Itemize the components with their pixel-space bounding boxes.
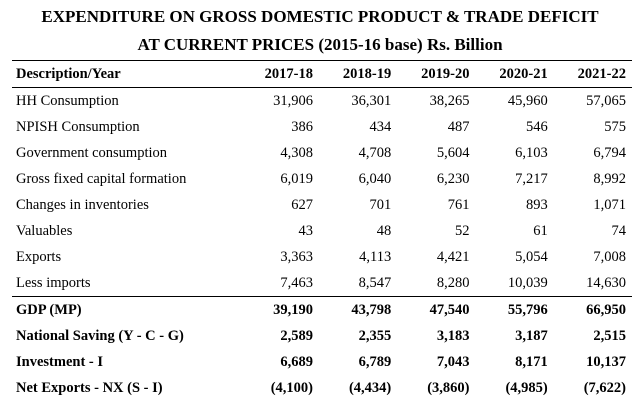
row-value: 1,071 (593, 196, 626, 213)
summary-row: Investment - I 6,689 6,789 7,043 8,171 10,137 (12, 349, 632, 375)
row-value: 546 (525, 118, 548, 135)
row-label: Valuables (16, 222, 73, 239)
table-row: Changes in inventories 627 701 761 893 1,071 (12, 192, 632, 218)
summary-row: National Saving (Y - C - G) 2,589 2,355 3,1… (12, 323, 632, 349)
table-row: NPISH Consumption 386 434 487 546 575 (12, 114, 632, 140)
row-label: Investment - I (16, 353, 103, 370)
row-value: 7,043 (436, 353, 470, 370)
table-row: Valuables 43 48 52 61 74 (12, 218, 632, 244)
row-value: 434 (369, 118, 392, 135)
header-year: 2018-19 (342, 65, 392, 82)
row-value: 43,798 (351, 301, 392, 318)
title-line-1: EXPENDITURE ON GROSS DOMESTIC PRODUCT & … (41, 7, 599, 26)
row-value: 4,308 (280, 144, 313, 161)
row-value: 3,187 (515, 327, 548, 344)
row-value: 5,054 (515, 248, 548, 265)
row-value: 2,515 (593, 327, 626, 344)
row-value: 10,039 (507, 274, 548, 291)
row-label: NPISH Consumption (16, 118, 140, 135)
title-line-2: AT CURRENT PRICES (2015-16 base) Rs. Bil… (137, 35, 503, 54)
row-value: 6,689 (280, 353, 313, 370)
row-value: (4,985) (505, 379, 548, 396)
table-row: HH Consumption 31,906 36,301 38,265 45,960 57… (12, 88, 632, 115)
row-value: 6,789 (358, 353, 392, 370)
row-value: 6,103 (515, 144, 548, 161)
header-year: 2020-21 (499, 65, 548, 82)
row-value: 6,230 (436, 170, 470, 187)
header-year: 2017-18 (264, 65, 313, 82)
row-value: (4,434) (348, 379, 392, 396)
row-value: (7,622) (583, 379, 626, 396)
row-value: (3,860) (427, 379, 470, 396)
row-value: 61 (533, 222, 548, 239)
row-value: 74 (611, 222, 627, 239)
row-value: 8,547 (358, 274, 392, 291)
row-value: 3,183 (436, 327, 470, 344)
row-value: 761 (447, 196, 470, 213)
row-value: 6,040 (358, 170, 392, 187)
header-description: Description/Year (16, 65, 121, 82)
row-value: 39,190 (273, 301, 313, 318)
summary-row: GDP (MP) 39,190 43,798 47,540 55,796 66,950 (12, 296, 632, 324)
header-row: Description/Year 2017-18 2018-19 2019-20… (12, 60, 632, 88)
row-label: Gross fixed capital formation (16, 170, 187, 187)
table-row: Government consumption 4,308 4,708 5,604 6,1… (12, 140, 632, 166)
row-value: 8,992 (593, 170, 626, 187)
row-value: 487 (447, 118, 470, 135)
row-value: 4,421 (436, 248, 470, 265)
row-label: Exports (16, 248, 62, 265)
table-row: Less imports 7,463 8,547 8,280 10,039 14,630 (12, 270, 632, 297)
row-value: 2,355 (358, 327, 392, 344)
row-value: 386 (291, 118, 313, 135)
row-value: 43 (298, 222, 313, 239)
row-value: 7,008 (593, 248, 626, 265)
row-label: Government consumption (16, 144, 168, 161)
row-value: 6,794 (593, 144, 626, 161)
row-value: 55,796 (507, 301, 548, 318)
row-label: HH Consumption (16, 92, 119, 109)
row-value: (4,100) (270, 379, 313, 396)
row-label: Less imports (16, 274, 91, 291)
row-value: 31,906 (273, 92, 313, 109)
row-value: 38,265 (429, 92, 470, 109)
expenditure-table: Description/Year 2017-18 2018-19 2019-20… (12, 60, 632, 401)
row-value: 57,065 (586, 92, 626, 109)
row-label: Net Exports - NX (S - I) (16, 379, 163, 396)
row-value: 4,708 (358, 144, 392, 161)
row-value: 5,604 (436, 144, 470, 161)
row-value: 4,113 (359, 248, 392, 265)
row-value: 10,137 (586, 353, 626, 370)
row-value: 3,363 (280, 248, 313, 265)
row-value: 2,589 (280, 327, 313, 344)
row-value: 66,950 (586, 301, 626, 318)
row-value: 575 (604, 118, 626, 135)
row-value: 14,630 (586, 274, 626, 291)
row-value: 48 (376, 222, 392, 239)
header-year: 2019-20 (421, 65, 470, 82)
row-value: 7,463 (280, 274, 313, 291)
row-value: 701 (369, 196, 392, 213)
summary-row: Net Exports - NX (S - I) (4,100) (4,434) (3… (12, 375, 632, 401)
row-value: 893 (525, 196, 548, 213)
row-value: 6,019 (280, 170, 313, 187)
table-row: Gross fixed capital formation 6,019 6,040 6… (12, 166, 632, 192)
header-year: 2021-22 (577, 65, 626, 82)
row-value: 8,171 (515, 353, 548, 370)
row-label: GDP (MP) (16, 301, 82, 318)
table-row: Exports 3,363 4,113 4,421 5,054 7,008 (12, 244, 632, 270)
row-value: 47,540 (429, 301, 470, 318)
row-label: National Saving (Y - C - G) (16, 327, 184, 344)
row-value: 36,301 (351, 92, 392, 109)
row-value: 8,280 (436, 274, 470, 291)
row-label: Changes in inventories (16, 196, 149, 213)
row-value: 45,960 (507, 92, 548, 109)
row-value: 52 (454, 222, 470, 239)
row-value: 7,217 (515, 170, 548, 187)
row-value: 627 (291, 196, 313, 213)
